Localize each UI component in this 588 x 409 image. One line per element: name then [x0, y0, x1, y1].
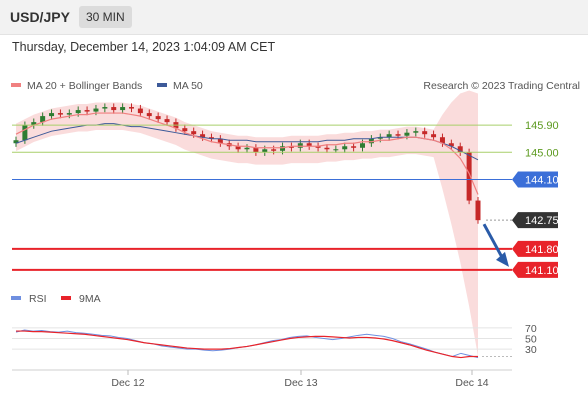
ma50-legend-swatch [157, 83, 167, 87]
forecast-arrow-shaft [482, 223, 506, 262]
candle-body [253, 147, 259, 153]
candle-body [49, 113, 55, 117]
ma9-legend-label: 9MA [79, 293, 101, 305]
candle-body [93, 108, 99, 112]
candle-body [13, 140, 19, 144]
candle-body [271, 149, 277, 151]
candle-body [129, 107, 134, 109]
candle-body [137, 108, 143, 114]
candle-body [297, 143, 303, 148]
candle-body [315, 146, 321, 148]
chart-header: USD/JPY 30 MIN [0, 0, 588, 35]
price-panel [13, 90, 481, 357]
level-tag-5 [512, 261, 558, 278]
candle-body [386, 134, 392, 138]
candle-body [306, 143, 312, 147]
level-label-4: 141.80 [525, 244, 559, 256]
level-label-0: 145.90 [525, 120, 559, 132]
candle-body [146, 113, 152, 117]
candle-body [475, 200, 481, 221]
level-tag-3 [512, 212, 558, 229]
candle-body [448, 143, 454, 147]
ma20-line [15, 112, 479, 195]
candle-body [66, 113, 72, 115]
level-label-2: 144.10 [525, 174, 559, 186]
time-tick-label-1: Dec 13 [284, 377, 317, 389]
timestamp: Thursday, December 14, 2023 1:04:09 AM C… [12, 40, 276, 54]
level-tag-2 [512, 171, 558, 188]
time-tick-label-2: Dec 14 [455, 377, 488, 389]
credit-label: Research © 2023 Trading Central [423, 80, 580, 92]
ma20-legend-label: MA 20 + Bollinger Bands [27, 80, 142, 92]
level-label-1: 145.00 [525, 147, 559, 159]
ma50-legend-label: MA 50 [173, 80, 203, 92]
rsi-tick-0: 30 [525, 344, 537, 356]
candle-body [235, 146, 241, 150]
candle-body [280, 146, 286, 151]
candle-body [333, 149, 339, 151]
candle-body [457, 146, 463, 153]
candle-body [102, 107, 108, 109]
candle-body [120, 107, 126, 111]
level-label-3: 142.75 [525, 215, 559, 227]
time-axis: Dec 12 Dec 13 Dec 14 [12, 369, 512, 389]
levels-layer: 145.90 145.00 144.10 142.75 141.80 141.10 [12, 120, 559, 278]
candle-body [57, 113, 63, 115]
candle-body [288, 146, 294, 148]
candle-body [244, 147, 250, 150]
candle-body [422, 131, 428, 135]
level-label-5: 141.10 [525, 265, 559, 277]
timeframe-button[interactable]: 30 MIN [79, 6, 132, 28]
candle-body [111, 107, 117, 111]
candle-body [439, 137, 445, 144]
candle-body [431, 134, 437, 138]
candle-body [75, 110, 81, 114]
rsi-tick-1: 50 [525, 334, 537, 346]
level-tag-4 [512, 240, 558, 257]
time-tick-label-0: Dec 12 [111, 377, 144, 389]
rsi-legend-label: RSI [29, 293, 47, 305]
ma20-legend-swatch [11, 83, 21, 87]
candle-body [466, 152, 472, 201]
candle-body [31, 122, 37, 126]
candle-body [182, 128, 188, 132]
rsi-tick-2: 70 [525, 323, 537, 335]
candle-body [84, 110, 90, 112]
candle-body [22, 125, 28, 141]
forecast-arrow-head [496, 251, 509, 267]
candle-body [155, 116, 161, 120]
pair-title: USD/JPY [10, 9, 70, 25]
candle-body [342, 146, 348, 150]
candle-body [208, 137, 214, 139]
candle-body [262, 149, 268, 153]
candle-body [40, 116, 46, 123]
bollinger-band [16, 90, 478, 357]
candle-body [164, 119, 170, 123]
candle-body [324, 147, 330, 150]
candle-body [200, 134, 206, 138]
candle-body [360, 143, 365, 148]
candle-body [395, 134, 401, 136]
rsi-legend-swatch [11, 296, 21, 300]
candle-body [368, 138, 374, 144]
candle-body [413, 131, 419, 133]
candle-body [404, 132, 410, 136]
rsi-ma9-line [16, 330, 478, 359]
candle-body [217, 138, 223, 144]
ma9-legend-swatch [61, 296, 71, 300]
candle-body [191, 131, 197, 135]
candle-body [351, 146, 357, 148]
candle-body [377, 137, 383, 139]
